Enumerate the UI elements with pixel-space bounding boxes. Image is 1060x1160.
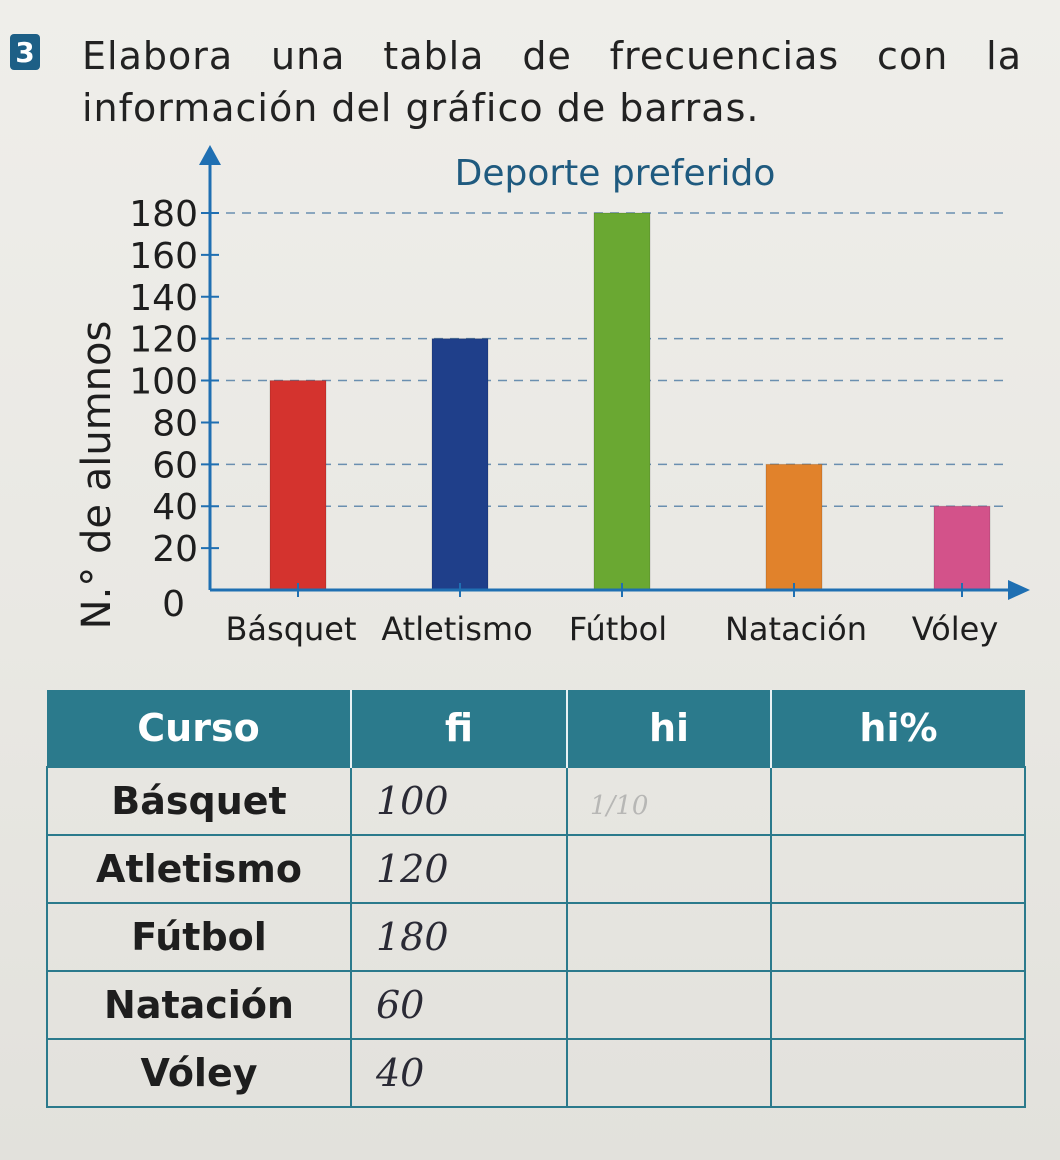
x-tick-labels: Básquet Atletismo Fútbol Natación Vóley (225, 610, 998, 648)
cell-fi[interactable]: 60 (350, 970, 568, 1040)
frequency-table: Curso fi hi hi% Básquet 100 1/10 Atletis… (46, 690, 1026, 1108)
x-tick-label: Atletismo (381, 610, 532, 648)
exercise-instruction: Elabora una tabla de frecuencias con la … (82, 34, 1022, 130)
table-row: Atletismo 120 (46, 834, 1026, 904)
y-tick-label: 20 (152, 529, 198, 570)
table-header-row: Curso fi hi hi% (47, 690, 1025, 767)
cell-hi[interactable]: 1/10 (566, 766, 772, 836)
header-curso: Curso (47, 690, 352, 767)
cell-hi-percent[interactable] (770, 1038, 1026, 1108)
cell-hi[interactable] (566, 902, 772, 972)
table-row: Fútbol 180 (46, 902, 1026, 972)
bar-básquet (269, 380, 327, 591)
chart-title: Deporte preferido (455, 153, 776, 194)
x-axis-arrow-icon (1008, 580, 1030, 600)
cell-curso: Fútbol (46, 902, 352, 972)
bar-fútbol (593, 212, 651, 591)
x-tick-label: Vóley (912, 610, 999, 648)
cell-hi[interactable] (566, 834, 772, 904)
cell-hi-percent[interactable] (770, 766, 1026, 836)
cell-curso: Natación (46, 970, 352, 1040)
y-tick-label: 40 (152, 487, 198, 528)
cell-hi-percent[interactable] (770, 834, 1026, 904)
faint-pencil-mark: 1/10 (590, 791, 649, 821)
y-tick-label: 60 (152, 445, 198, 486)
table-row: Básquet 100 1/10 (46, 766, 1026, 836)
cell-hi[interactable] (566, 1038, 772, 1108)
axes (199, 145, 1030, 600)
cell-fi[interactable]: 100 (350, 766, 568, 836)
bar-atletismo (431, 338, 489, 591)
x-tick-label: Básquet (225, 610, 356, 648)
table-row: Natación 60 (46, 970, 1026, 1040)
gridlines (210, 212, 1005, 507)
x-tick-label: Fútbol (569, 610, 667, 648)
bars (269, 212, 991, 591)
x-tick-label: Natación (725, 610, 867, 648)
header-hi: hi (567, 690, 772, 767)
y-tick-label: 160 (129, 236, 198, 277)
header-hi-percent: hi% (771, 690, 1025, 767)
cell-hi-percent[interactable] (770, 970, 1026, 1040)
y-axis-label: N.° de alumnos (74, 321, 120, 630)
cell-hi-percent[interactable] (770, 902, 1026, 972)
cell-curso: Básquet (46, 766, 352, 836)
y-tick-label: 140 (129, 278, 198, 319)
cell-curso: Vóley (46, 1038, 352, 1108)
cell-hi[interactable] (566, 970, 772, 1040)
cell-curso: Atletismo (46, 834, 352, 904)
cell-fi[interactable]: 120 (350, 834, 568, 904)
bar-natación (765, 463, 823, 591)
y-tick-label: 120 (129, 320, 198, 361)
exercise-number-badge: 3 (10, 34, 40, 70)
bar-chart: Deporte preferido N.° de alumnos 0 204060… (74, 145, 1030, 648)
bar-vóley (933, 505, 991, 591)
y-tick-label: 180 (129, 194, 198, 235)
header-fi: fi (351, 690, 568, 767)
cell-fi[interactable]: 40 (350, 1038, 568, 1108)
cell-fi[interactable]: 180 (350, 902, 568, 972)
y-tick-label: 80 (152, 403, 198, 444)
table-row: Vóley 40 (46, 1038, 1026, 1108)
y-tick-label: 0 (162, 584, 185, 625)
y-axis-arrow-icon (199, 145, 221, 165)
y-tick-label: 100 (129, 362, 198, 403)
